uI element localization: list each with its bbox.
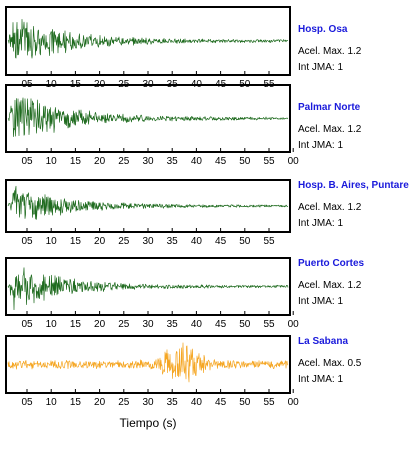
x-tick-label: 50 [239, 236, 251, 247]
waveform-trace [7, 267, 289, 311]
x-tick-label: 20 [94, 397, 106, 408]
x-tick-label: 05 [21, 397, 33, 408]
x-tick-label: 40 [191, 156, 203, 167]
x-tick-label: 40 [191, 236, 203, 247]
x-tick-label: 15 [70, 156, 82, 167]
x-tick-label: 40 [191, 397, 203, 408]
station-info-3: Hosp. B. Aires, Puntare Acel. Max. 1.2 I… [298, 180, 410, 230]
station-name: Hosp. B. Aires, Puntare [298, 180, 409, 191]
x-tick-label: 10 [46, 397, 58, 408]
station-info-2: Palmar Norte Acel. Max. 1.2 Int JMA: 1 [298, 102, 410, 152]
acel-max-label: Acel. Max. 1.2 [298, 280, 362, 291]
x-tick-label: 30 [142, 319, 154, 330]
x-tick-label: 30 [142, 156, 154, 167]
x-tick-label: 00 [288, 156, 300, 167]
x-tick-label: 15 [70, 319, 82, 330]
acel-max-label: Acel. Max. 1.2 [298, 124, 362, 135]
waveform-trace [7, 342, 289, 383]
waveform-trace [7, 19, 288, 59]
x-tick-label: 15 [70, 236, 82, 247]
station-name: Puerto Cortes [298, 258, 365, 269]
x-axis-label: Tiempo (s) [120, 416, 177, 430]
x-tick-label: 55 [263, 236, 275, 247]
x-tick-label: 50 [239, 397, 251, 408]
x-tick-label: 45 [215, 236, 227, 247]
x-tick-label: 30 [142, 397, 154, 408]
int-jma-label: Int JMA: 1 [298, 374, 344, 385]
x-tick-label: 15 [70, 397, 82, 408]
x-tick-label: 05 [21, 156, 33, 167]
x-tick-label: 25 [118, 156, 130, 167]
x-tick-label: 55 [263, 156, 275, 167]
int-jma-label: Int JMA: 1 [298, 218, 344, 229]
x-tick-label: 35 [167, 397, 179, 408]
x-tick-label: 25 [118, 397, 130, 408]
station-info-5: La Sabana Acel. Max. 0.5 Int JMA: 1 [298, 336, 410, 386]
x-tick-label: 00 [288, 397, 300, 408]
x-tick-label: 10 [46, 156, 58, 167]
x-tick-label: 30 [142, 236, 154, 247]
x-tick-label: 55 [263, 319, 275, 330]
acel-max-label: Acel. Max. 0.5 [298, 358, 362, 369]
x-tick-label: 25 [118, 319, 130, 330]
x-tick-label: 20 [94, 156, 106, 167]
x-tick-label: 40 [191, 319, 203, 330]
x-tick-label: 25 [118, 236, 130, 247]
x-tick-label: 05 [21, 236, 33, 247]
acel-max-label: Acel. Max. 1.2 [298, 46, 362, 57]
acel-max-label: Acel. Max. 1.2 [298, 202, 362, 213]
int-jma-label: Int JMA: 1 [298, 62, 344, 73]
x-tick-label: 35 [167, 236, 179, 247]
x-tick-label: 10 [46, 319, 58, 330]
x-tick-label: 10 [46, 236, 58, 247]
station-name: La Sabana [298, 336, 349, 347]
int-jma-label: Int JMA: 1 [298, 140, 344, 151]
x-tick-label: 05 [21, 319, 33, 330]
int-jma-label: Int JMA: 1 [298, 296, 344, 307]
x-tick-label: 00 [288, 319, 300, 330]
x-tick-label: 45 [215, 397, 227, 408]
x-tick-label: 20 [94, 236, 106, 247]
x-tick-label: 35 [167, 156, 179, 167]
station-name: Palmar Norte [298, 102, 361, 113]
x-tick-label: 55 [263, 397, 275, 408]
station-info-4: Puerto Cortes Acel. Max. 1.2 Int JMA: 1 [298, 258, 410, 308]
x-tick-label: 45 [215, 319, 227, 330]
station-name: Hosp. Osa [298, 24, 348, 35]
waveform-trace [7, 185, 288, 220]
waveform-trace [7, 97, 289, 137]
panel-frame [5, 84, 291, 153]
x-tick-label: 35 [167, 319, 179, 330]
x-tick-label: 50 [239, 156, 251, 167]
x-tick-label: 20 [94, 319, 106, 330]
x-tick-label: 50 [239, 319, 251, 330]
station-info-1: Hosp. Osa Acel. Max. 1.2 Int JMA: 1 [298, 24, 410, 74]
x-tick-label: 45 [215, 156, 227, 167]
